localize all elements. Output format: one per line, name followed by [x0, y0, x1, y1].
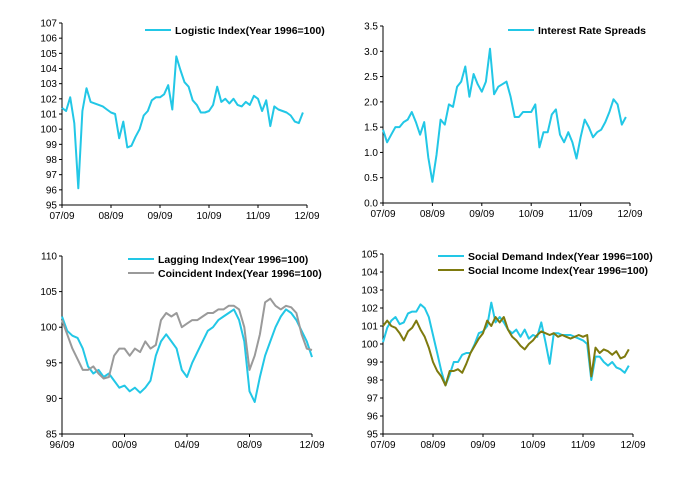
y-tick-label: 97: [367, 394, 379, 405]
x-tick-label: 04/09: [174, 440, 199, 451]
x-tick-label: 12/09: [617, 209, 642, 220]
y-tick-label: 96: [367, 412, 379, 423]
y-tick-label: 99: [367, 358, 379, 369]
y-tick-label: 95: [46, 358, 58, 369]
y-tick-label: 90: [46, 394, 58, 405]
y-tick-label: 1.0: [364, 148, 378, 159]
series-line-1: [61, 308, 313, 403]
x-tick-label: 11/09: [246, 211, 271, 222]
y-tick-label: 96: [46, 185, 58, 196]
y-tick-label: 102: [361, 304, 378, 315]
y-tick-label: 101: [361, 322, 378, 333]
legend-label: Lagging Index(Year 1996=100): [158, 254, 308, 266]
x-tick-label: 08/09: [420, 209, 445, 220]
y-tick-label: 0.5: [364, 173, 378, 184]
y-tick-label: 105: [361, 250, 378, 261]
series-line-1: [382, 47, 627, 183]
y-tick-label: 105: [40, 287, 57, 298]
x-tick-label: 07/09: [370, 440, 395, 451]
x-tick-label: 11/09: [568, 209, 593, 220]
y-tick-label: 105: [40, 49, 57, 60]
y-tick-label: 3.0: [364, 47, 378, 58]
y-tick-label: 104: [361, 268, 378, 279]
legend-label: Logistic Index(Year 1996=100): [175, 25, 325, 37]
y-tick-label: 1.5: [364, 123, 378, 134]
x-tick-label: 12/09: [294, 211, 319, 222]
x-tick-label: 08/09: [420, 440, 445, 451]
x-tick-label: 00/09: [112, 440, 137, 451]
y-tick-label: 0.0: [364, 199, 378, 210]
social-chart: 95 96 97 98 99 100 101 102 103 104 105 07/09 08/09 09…: [361, 250, 652, 452]
x-tick-label: 10/09: [196, 211, 221, 222]
x-tick-label: 08/09: [237, 440, 262, 451]
legend-label: Interest Rate Spreads: [538, 25, 646, 37]
series-line-1: [61, 55, 304, 190]
x-tick-label: 07/09: [49, 211, 74, 222]
legend-label: Coincident Index(Year 1996=100): [158, 268, 322, 280]
x-tick-label: 12/09: [620, 440, 645, 451]
lagging-chart: 85 90 95 100 105 110 96/09 00/09 04/09 08/09 12/09…: [40, 252, 325, 452]
x-tick-label: 96/09: [49, 440, 74, 451]
y-tick-label: 107: [40, 19, 57, 30]
y-tick-label: 103: [40, 79, 57, 90]
spreads-chart: 0.0 0.5 1.0 1.5 2.0 2.5 3.0 3.5 07/09 08/09 09/09 1…: [364, 22, 646, 221]
y-tick-label: 103: [361, 286, 378, 297]
y-tick-label: 85: [46, 430, 58, 441]
y-tick-label: 95: [367, 430, 379, 441]
x-tick-label: 10/09: [519, 209, 544, 220]
x-tick-label: 08/09: [98, 211, 123, 222]
logistic-chart: 95 96 97 98 99 100 101 102 103 104 105 106 107 07/09 0…: [40, 19, 324, 223]
y-tick-label: 100: [361, 340, 378, 351]
y-tick-label: 101: [40, 110, 57, 121]
y-tick-label: 95: [46, 201, 58, 212]
x-tick-label: 10/09: [520, 440, 545, 451]
y-tick-label: 2.5: [364, 72, 378, 83]
series-line-2: [61, 297, 313, 380]
y-tick-label: 99: [46, 140, 58, 151]
y-tick-label: 2.0: [364, 97, 378, 108]
x-tick-label: 11/09: [571, 440, 596, 451]
y-tick-label: 100: [40, 125, 57, 136]
x-tick-label: 07/09: [370, 209, 395, 220]
y-tick-label: 110: [41, 252, 57, 263]
legend-label: Social Income Index(Year 1996=100): [468, 265, 648, 277]
y-tick-label: 102: [40, 94, 57, 105]
y-tick-label: 98: [46, 155, 58, 166]
x-tick-label: 09/09: [470, 440, 495, 451]
y-tick-label: 100: [40, 323, 57, 334]
x-tick-label: 09/09: [469, 209, 494, 220]
series-line-2: [382, 316, 630, 387]
y-tick-label: 3.5: [364, 22, 378, 33]
y-tick-label: 97: [46, 170, 58, 181]
x-tick-label: 09/09: [147, 211, 172, 222]
x-tick-label: 12/09: [299, 440, 324, 451]
y-tick-label: 106: [40, 34, 57, 45]
y-tick-label: 104: [40, 64, 57, 75]
legend-label: Social Demand Index(Year 1996=100): [468, 251, 653, 263]
y-tick-label: 98: [367, 376, 379, 387]
